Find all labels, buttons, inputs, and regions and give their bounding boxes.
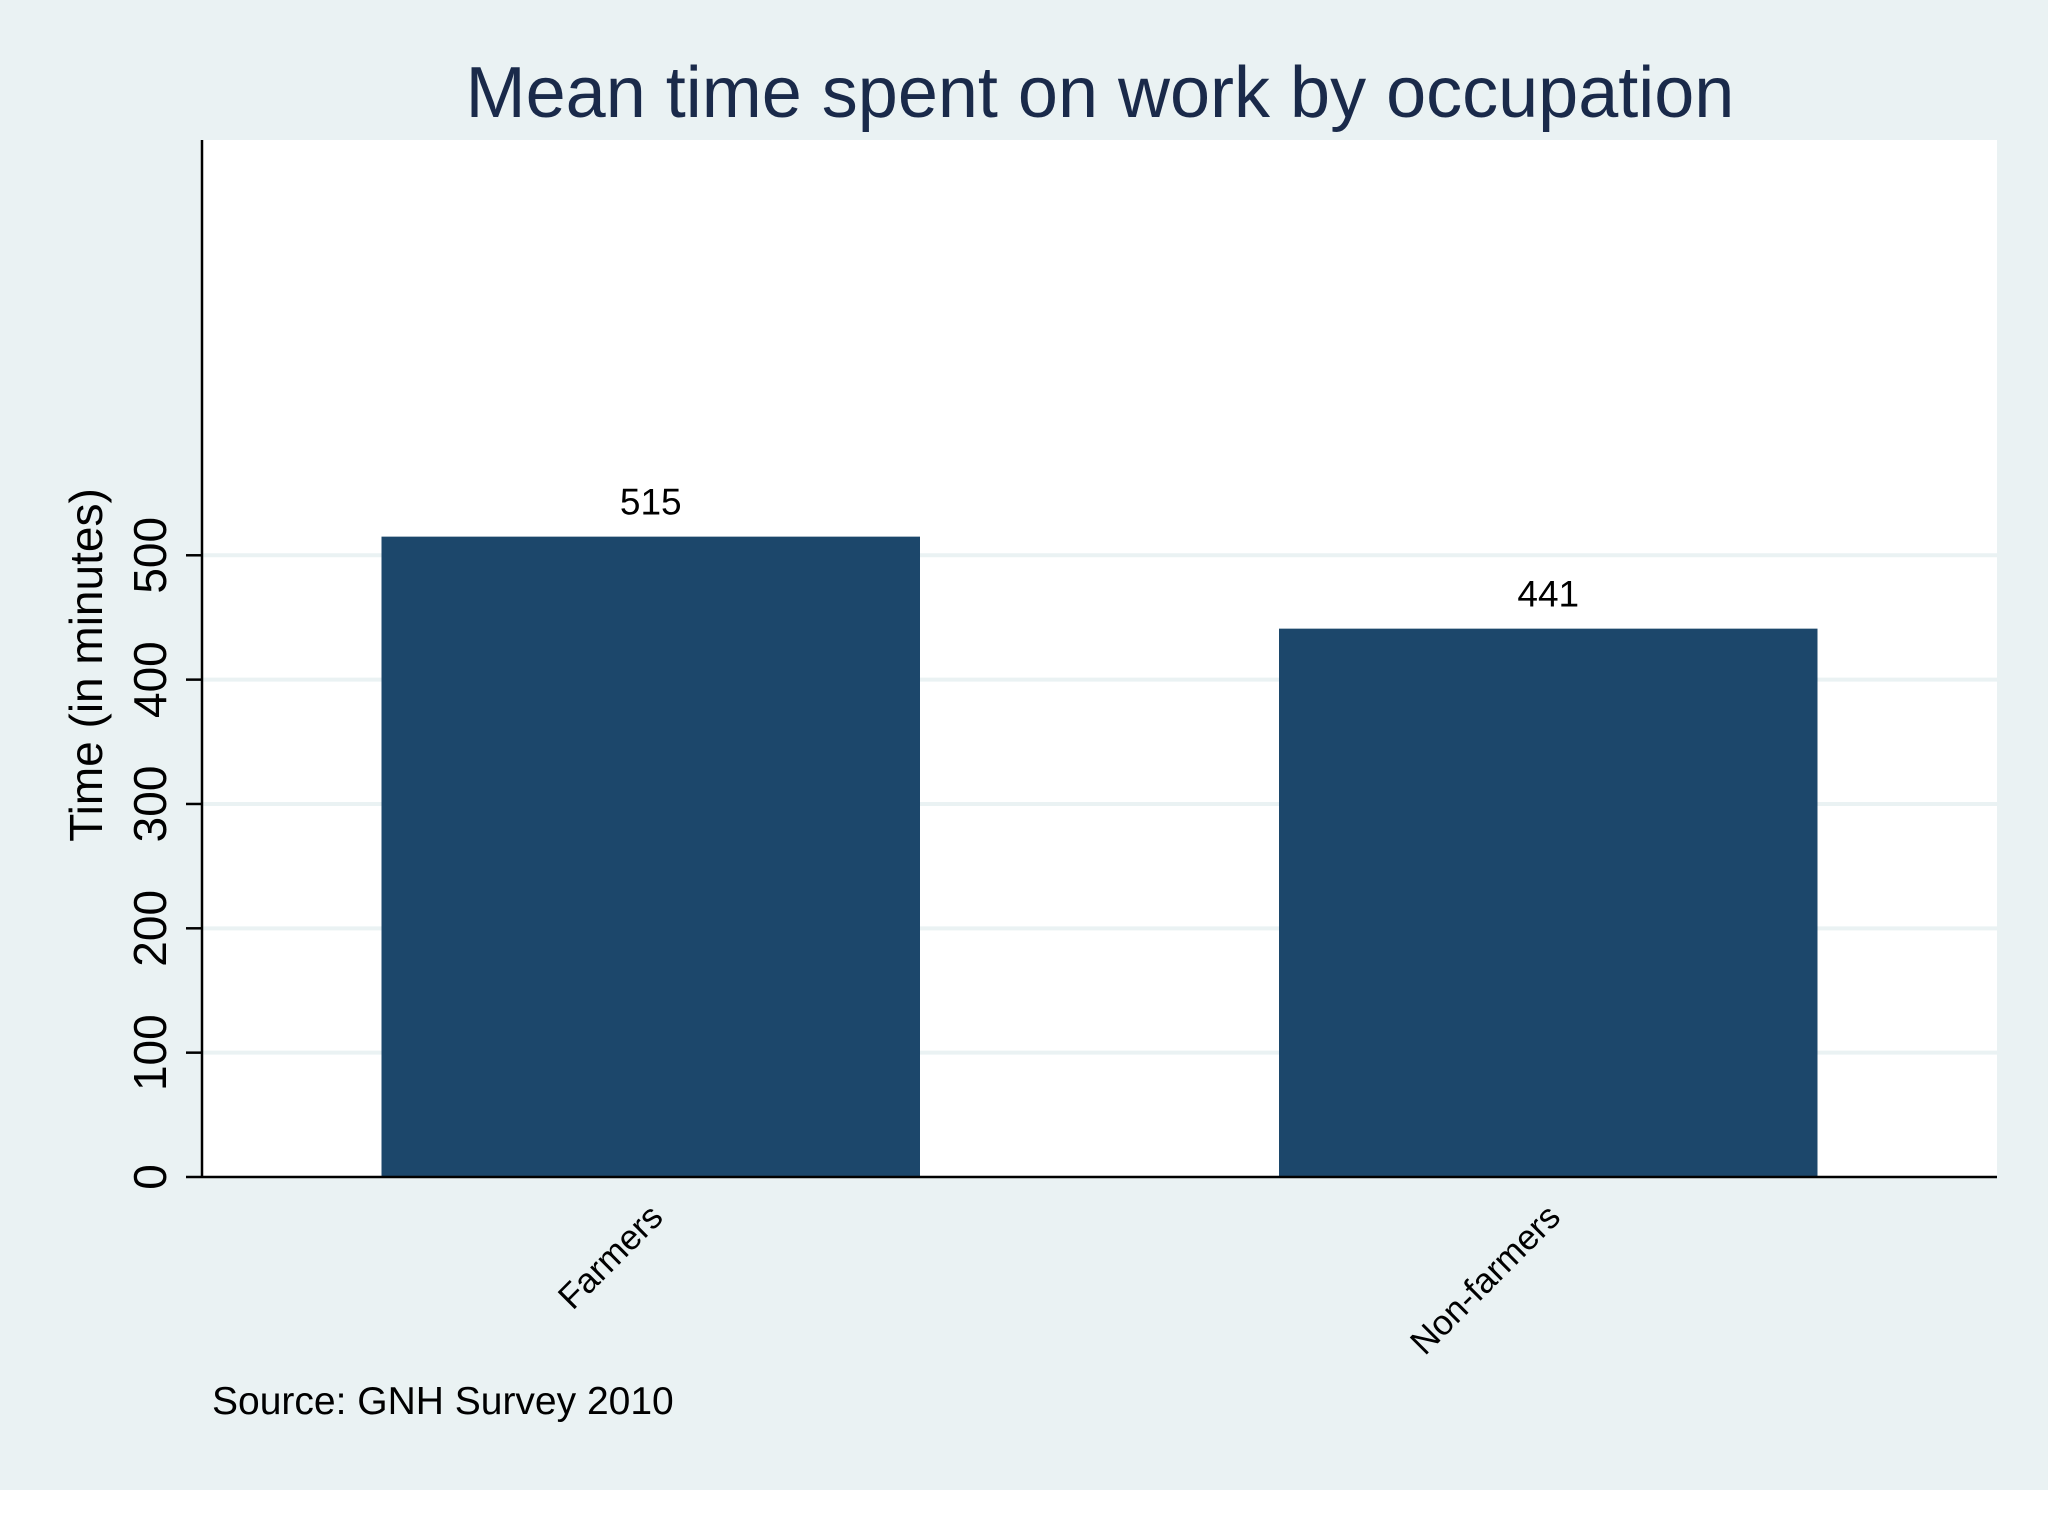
y-tick-label: 400: [124, 641, 176, 718]
bar-chart: 515 441 0 100 200 300 400 500 Farmers Non-farmer…: [60, 53, 1997, 1362]
source-note: Source: GNH Survey 2010: [212, 1380, 674, 1423]
y-tick-label: 200: [124, 890, 176, 967]
bar-non-farmers: [1279, 628, 1818, 1177]
bars: 515 441: [381, 482, 1818, 1177]
y-tick-label: 500: [124, 517, 176, 594]
data-label: 515: [620, 482, 682, 523]
y-axis-label: Time (in minutes): [60, 488, 112, 842]
x-category-label: Farmers: [551, 1197, 671, 1317]
data-label: 441: [1517, 574, 1579, 615]
x-category-label: Non-farmers: [1403, 1197, 1568, 1362]
y-tick-label: 0: [124, 1164, 176, 1190]
chart-figure: 515 441 0 100 200 300 400 500 Farmers Non-farmer…: [0, 0, 2048, 1490]
bar-farmers: [381, 536, 920, 1177]
chart-title: Mean time spent on work by occupation: [466, 53, 1735, 133]
y-tick-label: 300: [124, 766, 176, 843]
y-tick-label: 100: [124, 1014, 176, 1091]
